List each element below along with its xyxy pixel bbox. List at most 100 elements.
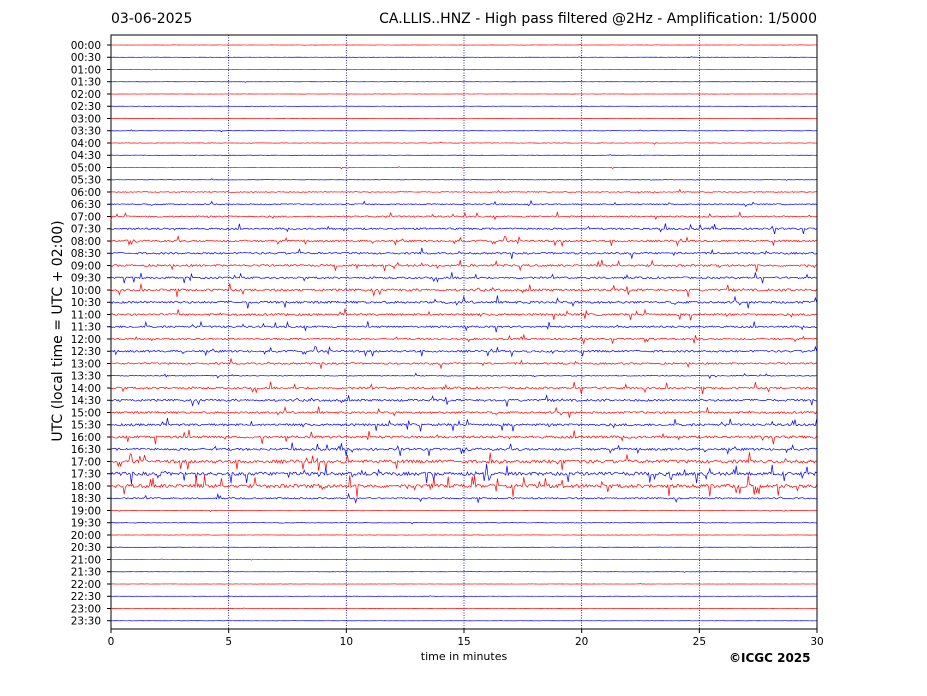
x-tick-label: 20: [575, 636, 588, 648]
row-time-label: 23:00: [71, 603, 101, 615]
row-time-label: 19:00: [71, 505, 101, 517]
x-tick-label: 30: [810, 636, 823, 648]
row-time-label: 14:00: [71, 383, 101, 395]
trace-1630: [110, 442, 817, 457]
row-time-label: 09:30: [71, 273, 101, 285]
row-time-label: 07:00: [71, 211, 101, 223]
row-time-label: 11:30: [71, 322, 101, 334]
row-time-label: 13:00: [71, 358, 101, 370]
row-time-label: 18:30: [71, 493, 101, 505]
x-tick-label: 25: [693, 636, 706, 648]
trace-1130: [110, 320, 817, 333]
trace-1230: [110, 345, 817, 358]
row-time-label: 08:00: [71, 236, 101, 248]
trace-1030: [110, 295, 817, 309]
row-time-label: 16:30: [71, 444, 101, 456]
trace-0130: [110, 81, 817, 83]
row-time-label: 02:00: [71, 89, 101, 101]
x-axis-label: time in minutes: [420, 650, 508, 663]
row-time-label: 03:00: [71, 113, 101, 125]
trace-1200: [110, 333, 817, 345]
trace-0700: [110, 210, 817, 221]
x-tick-label: 5: [225, 636, 232, 648]
trace-0630: [110, 199, 817, 208]
trace-0800: [110, 235, 817, 248]
row-time-label: 13:30: [71, 371, 101, 383]
trace-1430: [110, 394, 817, 407]
row-time-label: 00:00: [71, 40, 101, 52]
row-time-label: 03:30: [71, 126, 101, 138]
trace-1730: [110, 463, 817, 485]
trace-0000: [110, 43, 817, 46]
x-tick-label: 15: [457, 636, 470, 648]
trace-1100: [110, 308, 817, 321]
row-time-label: 17:00: [71, 456, 101, 468]
row-time-label: 19:30: [71, 518, 101, 530]
row-time-label: 15:00: [71, 407, 101, 419]
row-time-label: 07:30: [71, 224, 101, 236]
trace-1530: [110, 417, 817, 432]
trace-0530: [110, 178, 817, 181]
trace-0500: [110, 166, 817, 170]
row-time-label: 01:30: [71, 77, 101, 89]
trace-1900: [110, 509, 817, 513]
trace-1400: [110, 381, 817, 395]
trace-2200: [110, 583, 817, 585]
trace-1800: [110, 475, 817, 497]
copyright-credit: ©ICGC 2025: [729, 651, 811, 665]
row-time-label: 09:00: [71, 260, 101, 272]
chart-date: 03-06-2025: [111, 11, 193, 27]
trace-2130: [110, 570, 817, 573]
plot-frame: [110, 34, 818, 630]
row-time-label: 04:30: [71, 150, 101, 162]
row-time-label: 05:30: [71, 175, 101, 187]
trace-0030: [110, 56, 817, 58]
trace-1000: [110, 283, 817, 298]
row-time-label: 21:00: [71, 554, 101, 566]
row-time-label: 05:00: [71, 162, 101, 174]
row-time-label: 17:30: [71, 469, 101, 481]
trace-0600: [110, 188, 817, 194]
row-time-label: 22:30: [71, 591, 101, 603]
row-time-label: 20:30: [71, 542, 101, 554]
trace-0100: [110, 69, 817, 71]
row-time-label: 15:30: [71, 420, 101, 432]
row-time-label: 08:30: [71, 248, 101, 260]
row-time-label: 21:30: [71, 567, 101, 579]
trace-1300: [110, 358, 817, 370]
x-tick-label: 0: [108, 636, 115, 648]
trace-2230: [110, 595, 817, 597]
trace-1830: [110, 492, 817, 504]
trace-0730: [110, 223, 817, 235]
row-time-label: 11:00: [71, 309, 101, 321]
row-time-label: 04:00: [71, 138, 101, 150]
trace-1930: [110, 521, 817, 525]
row-time-label: 02:30: [71, 101, 101, 113]
row-time-label: 00:30: [71, 52, 101, 64]
trace-0430: [110, 154, 817, 157]
row-time-label: 10:00: [71, 285, 101, 297]
row-time-label: 23:30: [71, 616, 101, 628]
row-time-label: 20:00: [71, 530, 101, 542]
row-time-label: 01:00: [71, 64, 101, 76]
row-time-label: 16:00: [71, 432, 101, 444]
trace-1700: [110, 452, 817, 471]
row-time-label: 12:00: [71, 334, 101, 346]
row-time-label: 18:00: [71, 481, 101, 493]
x-tick-label: 10: [340, 636, 353, 648]
row-time-label: 06:30: [71, 199, 101, 211]
trace-1500: [110, 405, 817, 418]
trace-1600: [110, 429, 817, 445]
trace-0830: [110, 247, 817, 260]
chart-title: CA.LLIS..HNZ - High pass filtered @2Hz -…: [379, 11, 817, 27]
trace-0900: [110, 259, 817, 272]
trace-2100: [110, 558, 817, 561]
row-time-label: 14:30: [71, 395, 101, 407]
row-time-label: 06:00: [71, 187, 101, 199]
trace-0330: [110, 129, 817, 133]
trace-0930: [110, 272, 817, 284]
row-time-label: 22:00: [71, 579, 101, 591]
trace-0400: [110, 141, 817, 145]
row-time-label: 10:30: [71, 297, 101, 309]
